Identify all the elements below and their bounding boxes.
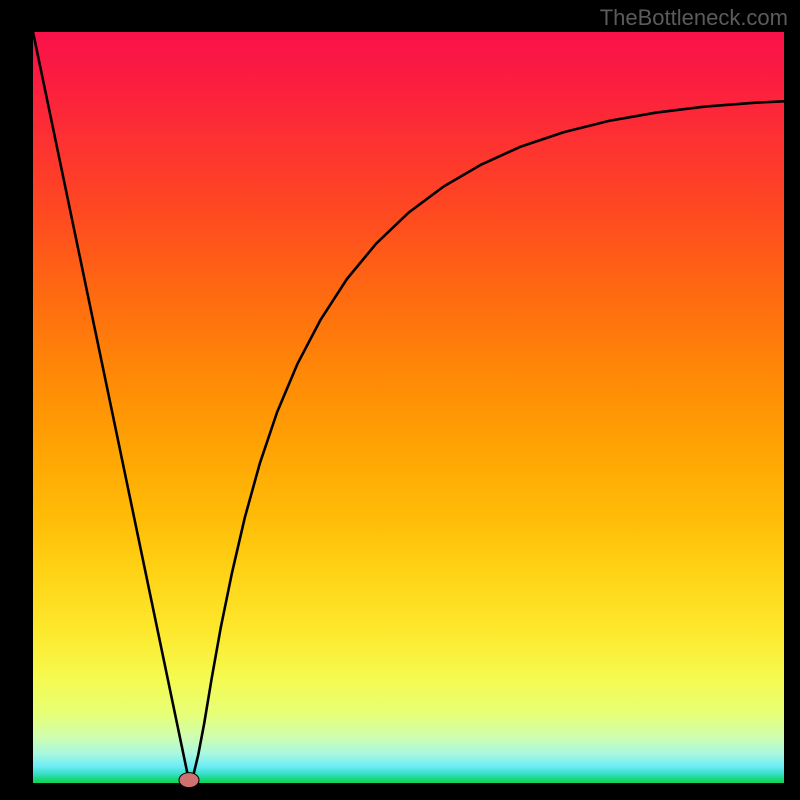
curve-path — [33, 32, 784, 782]
plot-area — [33, 32, 784, 785]
watermark-text: TheBottleneck.com — [600, 5, 788, 31]
chart-frame: TheBottleneck.com — [0, 0, 800, 800]
optimum-marker — [179, 772, 200, 788]
bottleneck-curve — [33, 32, 784, 785]
